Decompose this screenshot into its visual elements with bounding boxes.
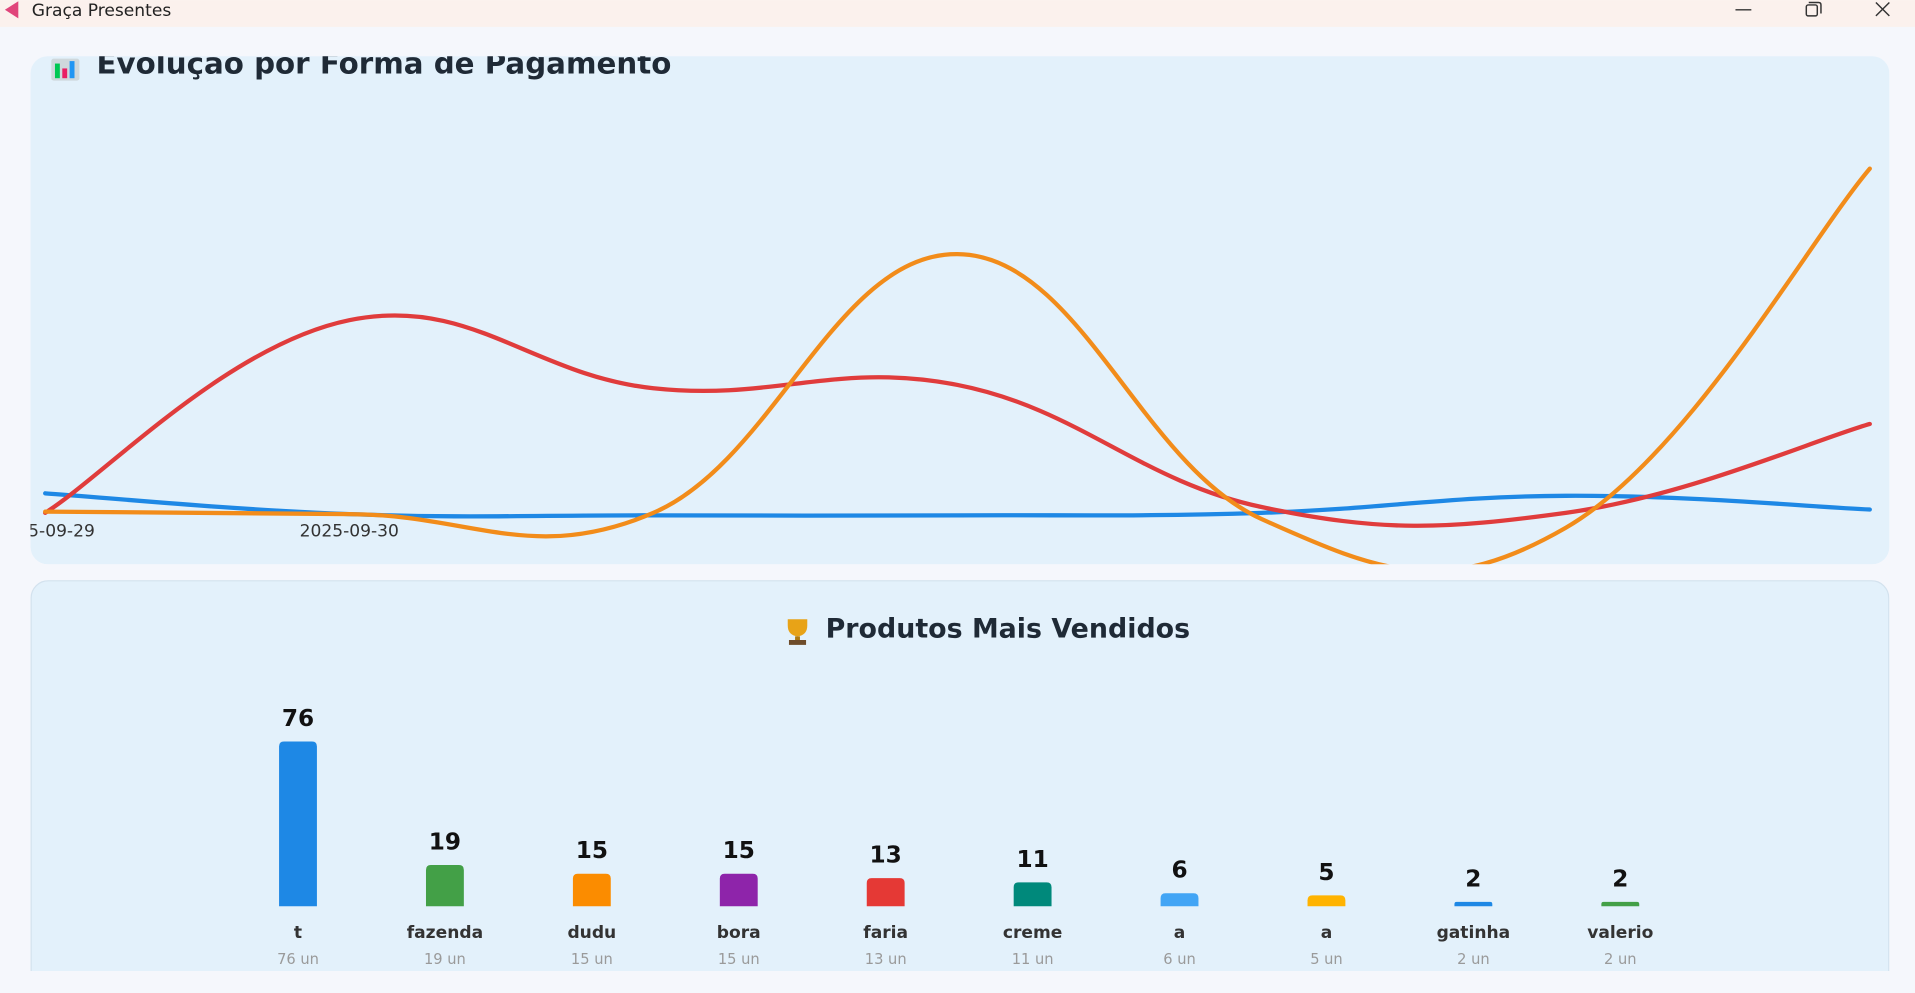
unit-label: 11 un bbox=[1012, 951, 1054, 968]
app-icon bbox=[4, 1, 19, 19]
value-label: 13 bbox=[870, 842, 902, 869]
bar bbox=[866, 878, 905, 907]
x-tick-label: a bbox=[1321, 923, 1333, 943]
x-tick-label: dudu bbox=[567, 923, 616, 943]
x-tick-label: faria bbox=[863, 923, 908, 943]
x-tick-label: 2025-09-30 bbox=[300, 521, 399, 541]
value-label: 6 bbox=[1171, 857, 1187, 884]
bar bbox=[1601, 901, 1640, 907]
unit-label: 76 un bbox=[277, 951, 319, 968]
line-panel: Evoluçao por Forma de Pagamento 2025-09-… bbox=[0, 46, 1890, 565]
series-line bbox=[43, 313, 1872, 528]
x-tick-label: gatinha bbox=[1437, 923, 1511, 943]
bar-panel: Produtos Mais Vendidos 76 t 76 un 19 fazenda… bbox=[30, 580, 1890, 971]
bar bbox=[1160, 893, 1199, 907]
bar-chart: 76 t 76 un 19 fazenda 19 un 15 dudu 15 un 15 bora 1… bbox=[277, 705, 1653, 968]
window-title: Graça Presentes bbox=[32, 1, 172, 21]
bar bbox=[1454, 901, 1493, 907]
close-button[interactable] bbox=[1875, 1, 1890, 17]
x-tick-label: t bbox=[294, 923, 302, 943]
value-label: 2 bbox=[1612, 865, 1628, 892]
unit-label: 13 un bbox=[865, 951, 907, 968]
unit-label: 6 un bbox=[1163, 951, 1196, 968]
title-bar bbox=[0, 0, 1915, 27]
value-label: 19 bbox=[429, 829, 461, 856]
bar bbox=[1013, 882, 1052, 907]
unit-label: 5 un bbox=[1310, 951, 1343, 968]
value-label: 11 bbox=[1016, 846, 1048, 873]
x-tick-label: valerio bbox=[1587, 923, 1653, 943]
unit-label: 15 un bbox=[718, 951, 760, 968]
bar bbox=[572, 873, 611, 907]
value-label: 2 bbox=[1465, 865, 1481, 892]
unit-label: 2 un bbox=[1457, 951, 1490, 968]
restore-button[interactable] bbox=[1805, 1, 1822, 17]
panel-bg bbox=[30, 56, 1890, 565]
line-chart: 2025-09-29 2025-09-30 bbox=[0, 166, 1872, 565]
unit-label: 19 un bbox=[424, 951, 466, 968]
value-label: 5 bbox=[1318, 859, 1334, 886]
series-line bbox=[43, 166, 1872, 565]
bar bbox=[425, 865, 464, 907]
bar bbox=[719, 873, 758, 907]
chart-title: Produtos Mais Vendidos bbox=[826, 614, 1191, 645]
value-label: 76 bbox=[282, 705, 314, 732]
x-tick-label: a bbox=[1174, 923, 1186, 943]
panel-bg bbox=[30, 580, 1890, 971]
x-tick-label: 2025-09-29 bbox=[0, 521, 95, 541]
bar bbox=[1307, 895, 1346, 907]
value-label: 15 bbox=[723, 837, 755, 864]
chart-title: Evoluçao por Forma de Pagamento bbox=[96, 46, 671, 80]
chart-icon bbox=[51, 58, 80, 81]
unit-label: 2 un bbox=[1604, 951, 1637, 968]
x-tick-label: bora bbox=[717, 923, 761, 943]
bar bbox=[279, 741, 317, 907]
x-tick-label: fazenda bbox=[407, 923, 483, 943]
trophy-icon bbox=[787, 619, 808, 645]
unit-label: 15 un bbox=[571, 951, 613, 968]
x-tick-label: creme bbox=[1003, 923, 1063, 943]
value-label: 15 bbox=[576, 837, 608, 864]
